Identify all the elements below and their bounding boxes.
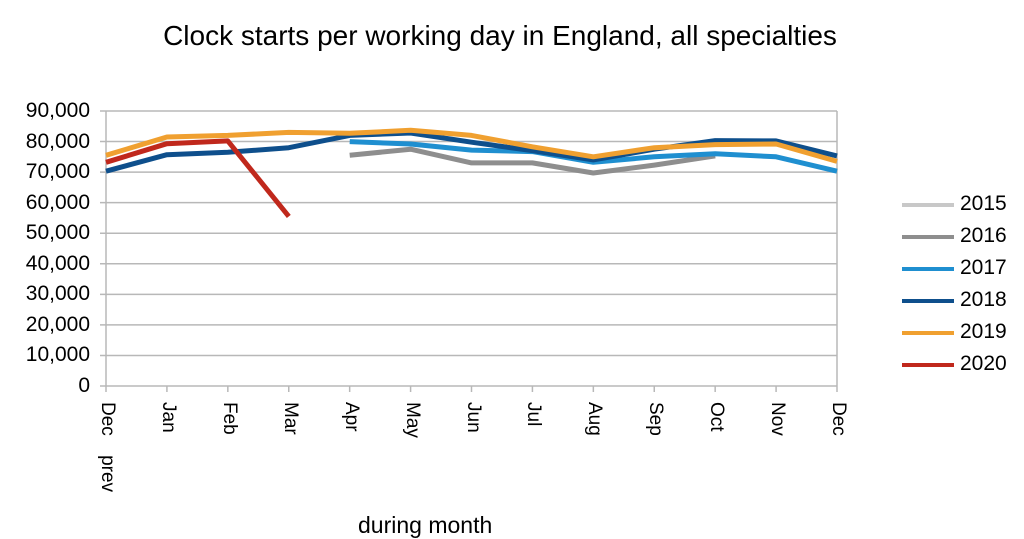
x-axis-label: during month <box>358 512 493 538</box>
legend-item-2020: 2020 <box>900 350 1024 382</box>
x-tick-label: Feb <box>218 402 240 435</box>
legend-label: 2018 <box>960 288 1007 311</box>
y-tick-label: 80,000 <box>25 129 90 153</box>
legend-swatch <box>902 363 954 367</box>
legend: 2015 2016 2017 2018 2019 2020 <box>900 190 1024 382</box>
x-tick-label: Oct <box>706 402 728 432</box>
y-tick-label: 60,000 <box>25 190 90 214</box>
y-tick-label: 40,000 <box>25 251 90 275</box>
legend-item-2018: 2018 <box>900 286 1024 318</box>
x-tick-label: Nov <box>767 402 789 436</box>
legend-label: 2015 <box>960 192 1007 215</box>
y-tick-label: 10,000 <box>25 343 90 367</box>
legend-item-2016: 2016 <box>900 222 1024 254</box>
legend-swatch <box>902 331 954 335</box>
legend-swatch <box>902 203 954 207</box>
legend-label: 2017 <box>960 256 1007 279</box>
legend-swatch <box>902 267 954 271</box>
x-tick-label: Dec <box>828 402 849 436</box>
y-tick-label: 50,000 <box>25 221 90 245</box>
series-line-2020 <box>105 138 291 218</box>
x-tick-label: Jul <box>523 402 545 427</box>
legend-swatch <box>902 299 954 303</box>
y-tick-label: 30,000 <box>25 282 90 306</box>
chart-title: Clock starts per working day in England,… <box>163 20 837 51</box>
legend-item-2019: 2019 <box>900 318 1024 350</box>
legend-label: 2019 <box>960 320 1007 343</box>
legend-label: 2016 <box>960 224 1007 247</box>
legend-label: 2020 <box>960 352 1007 375</box>
y-tick-label: 70,000 <box>25 160 90 184</box>
legend-item-2015: 2015 <box>900 190 1024 222</box>
series-line-2018 <box>105 130 838 174</box>
x-tick-label: Sep <box>645 402 667 436</box>
x-tick-label: Mar <box>279 402 301 435</box>
series-line-2019 <box>105 127 838 164</box>
legend-item-2017: 2017 <box>900 254 1024 286</box>
legend-swatch <box>902 235 954 239</box>
y-tick-label: 90,000 <box>25 99 90 122</box>
x-tick-label: Jun <box>462 402 484 433</box>
y-tick-label: 0 <box>78 374 90 397</box>
series-line-2016 <box>349 146 716 176</box>
x-tick-label: May <box>401 402 423 438</box>
x-tick-label: Jan <box>157 402 179 433</box>
x-tick-label: Aug <box>584 402 606 436</box>
x-tick-label: Apr <box>340 402 362 432</box>
y-tick-label: 20,000 <box>25 312 90 336</box>
x-tick-label: Dec prev <box>97 402 118 493</box>
